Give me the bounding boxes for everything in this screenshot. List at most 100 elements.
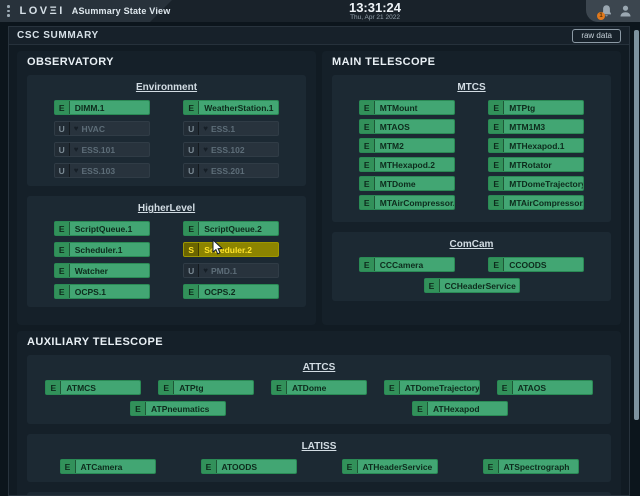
csc-label: MTHexapod.2	[379, 159, 436, 170]
panel-heading: ATTCS	[302, 362, 336, 373]
heartbeat-lost-icon: ♥	[203, 266, 208, 275]
csc-MTHexapod.2[interactable]: E MTHexapod.2	[358, 157, 455, 172]
csc-ESS.102[interactable]: U ♥ ESS.102	[183, 142, 280, 157]
state-badge: E	[54, 222, 70, 235]
panel-body: OBSERVATORY Environment E DIMM.1 E WeatherSt…	[9, 45, 629, 495]
clock-time: 13:31:24	[348, 0, 402, 15]
subsystem-panel-MTCS: MTCS E MTMount E MTPtg E MTAOS E MTM1M3 E MTM2 E MTH…	[332, 75, 611, 222]
state-badge: U	[54, 164, 70, 177]
csc-ScriptQueue.2[interactable]: E ScriptQueue.2	[183, 221, 280, 236]
csc-CCHeaderService[interactable]: E CCHeaderService	[423, 278, 520, 293]
csc-MTAirCompressor.2[interactable]: E MTAirCompressor.2	[488, 195, 585, 210]
raw-data-button[interactable]: raw data	[572, 28, 621, 43]
csc-ATOODS[interactable]: E ATOODS	[200, 459, 297, 474]
csc-ATHeaderService[interactable]: E ATHeaderService	[341, 459, 438, 474]
heartbeat-lost-icon: ♥	[203, 166, 208, 175]
csc-CCCamera[interactable]: E CCCamera	[358, 257, 455, 272]
panel-header: CSC SUMMARY raw data	[9, 27, 629, 45]
csc-label: MTM2	[379, 140, 404, 151]
csc-MTHexapod.1[interactable]: E MTHexapod.1	[488, 138, 585, 153]
csc-label: CCHeaderService	[444, 280, 516, 291]
csc-MTAOS[interactable]: E MTAOS	[358, 119, 455, 134]
csc-row: E MTDome E MTDomeTrajectory	[342, 176, 601, 191]
csc-MTM2[interactable]: E MTM2	[358, 138, 455, 153]
state-badge: S	[184, 243, 200, 256]
csc-ESS.101[interactable]: U ♥ ESS.101	[53, 142, 150, 157]
csc-label: Watcher	[74, 265, 108, 276]
vertical-scrollbar[interactable]	[634, 30, 639, 420]
csc-row: U ♥ ESS.103 U ♥ ESS.201	[37, 163, 296, 178]
csc-ATPtg[interactable]: E ATPtg	[158, 380, 255, 395]
csc-row: E ATPneumatics E ATHexapod	[37, 401, 601, 416]
csc-DIMM.1[interactable]: E DIMM.1	[53, 100, 150, 115]
notification-count-badge: 1	[597, 12, 605, 20]
menu-icon[interactable]	[4, 2, 13, 20]
csc-label: PMD.1	[211, 265, 237, 276]
csc-OCPS.1[interactable]: E OCPS.1	[53, 284, 150, 299]
group-auxiliary-telescope: AUXILIARY TELESCOPE ATTCS E ATMCS E ATPtg E AT…	[17, 331, 621, 495]
csc-ATHexapod[interactable]: E ATHexapod	[412, 401, 508, 416]
csc-label: MTAirCompressor.2	[509, 197, 584, 208]
csc-MTM1M3[interactable]: E MTM1M3	[488, 119, 585, 134]
state-badge: U	[184, 164, 200, 177]
panel-heading: Environment	[135, 82, 198, 93]
csc-MTPtg[interactable]: E MTPtg	[488, 100, 585, 115]
csc-ATMCS[interactable]: E ATMCS	[45, 380, 142, 395]
state-badge: E	[359, 196, 375, 209]
csc-label: ESS.103	[81, 165, 116, 176]
csc-ScriptQueue.1[interactable]: E ScriptQueue.1	[53, 221, 150, 236]
csc-label: ATMCS	[66, 382, 96, 393]
csc-row: E ATCamera E ATOODS E ATHeaderService E ATSpect…	[37, 459, 601, 474]
csc-row: E ScriptQueue.1 E ScriptQueue.2	[37, 221, 296, 236]
csc-CCOODS[interactable]: E CCOODS	[488, 257, 585, 272]
csc-PMD.1[interactable]: U ♥ PMD.1	[183, 263, 280, 278]
state-badge: E	[359, 139, 375, 152]
csc-label: ESS.101	[81, 144, 116, 155]
csc-ATDome[interactable]: E ATDome	[270, 380, 367, 395]
csc-label: OCPS.2	[204, 286, 236, 297]
csc-HVAC[interactable]: U ♥ HVAC	[53, 121, 150, 136]
state-badge: E	[424, 279, 440, 292]
csc-row: U ♥ HVAC U ♥ ESS.1	[37, 121, 296, 136]
topbar-actions: 1	[586, 0, 640, 22]
state-badge: E	[489, 101, 505, 114]
csc-MTMount[interactable]: E MTMount	[358, 100, 455, 115]
state-badge: E	[46, 381, 62, 394]
csc-ATPneumatics[interactable]: E ATPneumatics	[130, 401, 226, 416]
csc-WeatherStation.1[interactable]: E WeatherStation.1	[183, 100, 280, 115]
csc-OCPS.2[interactable]: E OCPS.2	[183, 284, 280, 299]
state-badge: U	[54, 122, 70, 135]
csc-label: ATPneumatics	[151, 403, 210, 414]
state-badge: E	[131, 402, 146, 415]
csc-ESS.201[interactable]: U ♥ ESS.201	[183, 163, 280, 178]
title-wedge	[0, 0, 172, 22]
panel-title: CSC SUMMARY	[17, 30, 99, 41]
group-title: AUXILIARY TELESCOPE	[27, 336, 163, 348]
state-badge: E	[201, 460, 217, 473]
csc-row: E OCPS.1 E OCPS.2	[37, 284, 296, 299]
csc-ATSpectrograph[interactable]: E ATSpectrograph	[482, 459, 579, 474]
csc-label: ATDome	[291, 382, 327, 393]
clock-date: Thu, Apr 21 2022	[350, 14, 400, 21]
csc-ESS.103[interactable]: U ♥ ESS.103	[53, 163, 150, 178]
csc-Scheduler.1[interactable]: E Scheduler.1	[53, 242, 150, 257]
state-badge: U	[54, 143, 70, 156]
user-icon[interactable]	[619, 4, 632, 18]
csc-row: E CCHeaderService	[342, 278, 601, 293]
csc-MTRotator[interactable]: E MTRotator	[488, 157, 585, 172]
csc-MTAirCompressor.1[interactable]: E MTAirCompressor.1	[358, 195, 455, 210]
csc-ATDomeTrajectory[interactable]: E ATDomeTrajectory	[383, 380, 480, 395]
state-badge: U	[184, 143, 200, 156]
state-badge: E	[384, 381, 400, 394]
notifications-bell-icon[interactable]: 1	[597, 4, 613, 20]
csc-Watcher[interactable]: E Watcher	[53, 263, 150, 278]
subsystem-panel-HigherLevel: HigherLevel E ScriptQueue.1 E ScriptQueue.2 E…	[27, 196, 306, 307]
csc-ESS.1[interactable]: U ♥ ESS.1	[183, 121, 280, 136]
csc-MTDomeTrajectory[interactable]: E MTDomeTrajectory	[488, 176, 585, 191]
heartbeat-lost-icon: ♥	[73, 124, 79, 133]
csc-ATAOS[interactable]: E ATAOS	[496, 380, 593, 395]
state-badge: E	[184, 285, 200, 298]
csc-ATCamera[interactable]: E ATCamera	[59, 459, 156, 474]
csc-MTDome[interactable]: E MTDome	[358, 176, 455, 191]
csc-Scheduler.2[interactable]: S Scheduler.2	[183, 242, 280, 257]
